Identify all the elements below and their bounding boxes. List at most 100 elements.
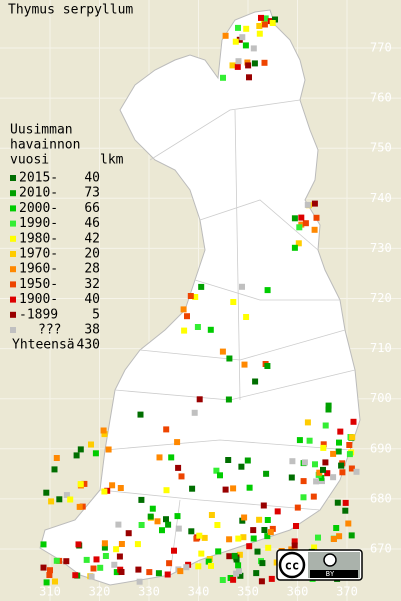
observation-square: [165, 521, 172, 528]
observation-square: [191, 409, 198, 416]
observation-square: [234, 63, 241, 70]
observation-square: [81, 480, 88, 487]
legend-label: ???: [38, 323, 61, 338]
observation-square: [345, 520, 352, 527]
observation-square: [52, 578, 58, 585]
observation-square: [330, 474, 337, 481]
observation-square: [349, 434, 356, 441]
total-count: 430: [77, 338, 100, 353]
legend-label: 1950-: [19, 277, 58, 292]
observation-square: [239, 517, 246, 524]
observation-square: [325, 402, 332, 409]
observation-square: [226, 355, 233, 362]
observation-square: [239, 34, 246, 41]
observation-square: [269, 20, 276, 26]
legend-heading: vuosi: [10, 153, 49, 168]
observation-square: [76, 503, 83, 510]
observation-square: [115, 521, 122, 528]
observation-square: [258, 14, 264, 21]
observation-square: [256, 516, 263, 523]
legend-count: 73: [84, 186, 100, 201]
observation-square: [175, 464, 182, 471]
observation-square: [233, 570, 240, 577]
observation-square: [113, 569, 120, 576]
legend-swatch: [10, 190, 16, 197]
observation-square: [250, 535, 257, 542]
y-tick-label: 730: [370, 241, 392, 255]
observation-square: [311, 200, 318, 207]
observation-square: [242, 42, 249, 49]
observation-square: [180, 306, 187, 313]
y-tick-label: 700: [370, 391, 392, 405]
observation-square: [220, 74, 226, 81]
observation-square: [262, 15, 269, 22]
legend-count: 46: [84, 216, 100, 231]
observation-square: [353, 468, 360, 475]
legend-swatch: [10, 266, 16, 273]
observation-square: [315, 534, 321, 541]
observation-square: [239, 283, 245, 290]
observation-square: [339, 469, 346, 476]
observation-square: [333, 525, 340, 531]
legend-swatch: [10, 281, 16, 288]
legend-heading: Uusimman: [10, 123, 73, 138]
observation-square: [261, 59, 268, 66]
observation-square: [125, 530, 132, 537]
y-tick-label: 690: [370, 441, 392, 455]
x-tick-label: 350: [237, 585, 259, 599]
observation-square: [177, 568, 184, 575]
observation-square: [304, 201, 311, 208]
observation-square: [302, 220, 309, 227]
observation-square: [342, 499, 349, 506]
y-tick-label: 750: [370, 141, 392, 155]
observation-square: [272, 16, 278, 23]
observation-square: [268, 575, 275, 582]
observation-square: [244, 457, 251, 464]
title: Thymus serpyllum: [8, 3, 133, 18]
observation-square: [336, 439, 342, 446]
observation-square: [181, 327, 188, 334]
observation-square: [261, 21, 268, 28]
y-tick-label: 740: [370, 191, 392, 205]
observation-square: [261, 527, 268, 533]
observation-square: [264, 517, 271, 523]
observation-square: [243, 314, 250, 320]
observation-square: [238, 463, 245, 470]
x-tick-label: 360: [287, 585, 309, 599]
observation-square: [245, 62, 252, 69]
observation-square: [48, 498, 55, 505]
legend-swatch: [10, 296, 16, 303]
observation-square: [243, 25, 250, 32]
y-tick-label: 770: [370, 41, 392, 55]
observation-square: [269, 525, 276, 532]
observation-square: [325, 406, 332, 413]
legend-count: 5: [92, 307, 100, 322]
legend-count: 40: [84, 171, 100, 186]
observation-square: [187, 293, 194, 299]
legend-swatch: [10, 311, 16, 318]
observation-square: [219, 348, 226, 355]
observation-square: [73, 452, 80, 459]
observation-square: [246, 484, 253, 491]
observation-square: [138, 522, 145, 528]
observation-square: [214, 522, 221, 528]
observation-square: [226, 536, 233, 543]
observation-square: [274, 508, 281, 515]
observation-square: [159, 527, 165, 534]
observation-square: [138, 496, 145, 503]
observation-square: [267, 529, 274, 536]
observation-square: [53, 455, 60, 461]
observation-square: [196, 396, 203, 403]
observation-square: [265, 544, 272, 551]
observation-square: [241, 514, 248, 521]
observation-squares: [40, 14, 360, 586]
observation-square: [46, 572, 53, 578]
observation-square: [312, 461, 318, 468]
y-tick-label: 720: [370, 291, 392, 305]
observation-square: [330, 450, 337, 457]
observation-square: [342, 507, 349, 514]
by-bar: [310, 570, 358, 578]
legend-label: 2010-: [19, 186, 58, 201]
observation-square: [147, 513, 154, 520]
